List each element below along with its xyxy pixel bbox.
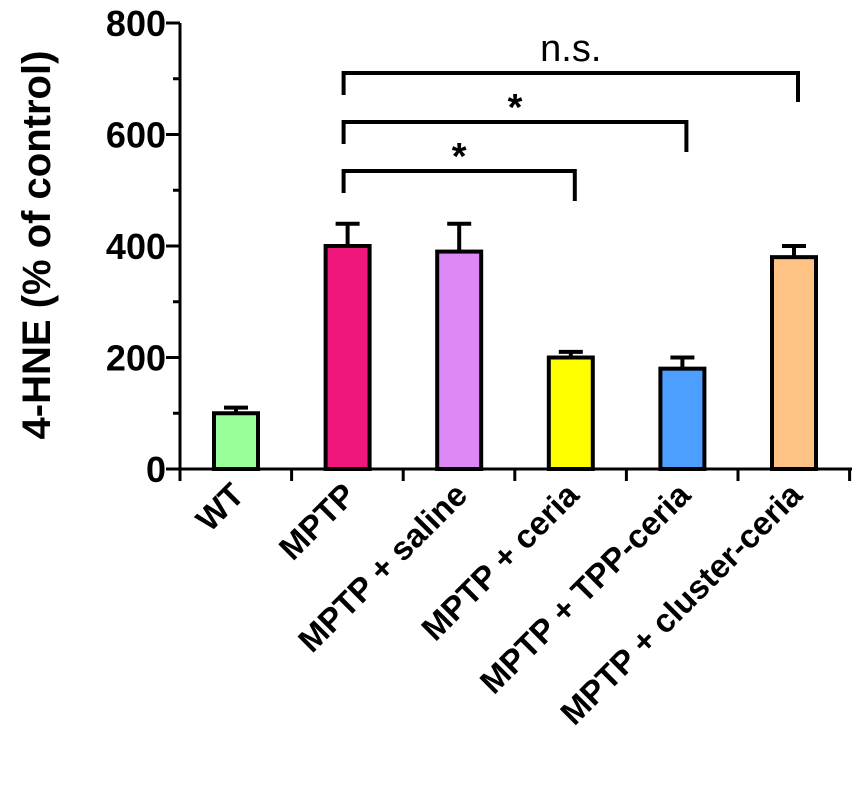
significance-label: * <box>508 87 523 129</box>
y-tick-label: 200 <box>106 338 166 379</box>
bar <box>323 244 372 471</box>
significance-annotations: * * n.s. <box>341 28 800 201</box>
x-tick-label: WT <box>189 476 251 538</box>
y-tick-label: 600 <box>106 115 166 156</box>
x-tick-label: MPTP <box>272 476 363 567</box>
significance-bracket <box>341 120 689 152</box>
bar <box>770 255 818 471</box>
bar <box>658 366 707 471</box>
y-tick-label: 0 <box>146 449 166 490</box>
x-tick-label: MPTP + TPP-ceria <box>473 475 698 700</box>
significance-label: n.s. <box>540 28 601 70</box>
significance-bracket <box>341 169 577 201</box>
y-tick-label: 800 <box>106 3 166 44</box>
axes: 0 200 400 600 800 <box>106 3 852 490</box>
bar <box>435 249 484 471</box>
y-axis-label: 4-HNE (% of control) <box>15 51 59 440</box>
significance-label: * <box>452 136 467 178</box>
significance-bracket <box>341 71 800 102</box>
y-tick-label: 400 <box>106 226 166 267</box>
bar <box>212 411 260 471</box>
bar <box>546 355 595 471</box>
